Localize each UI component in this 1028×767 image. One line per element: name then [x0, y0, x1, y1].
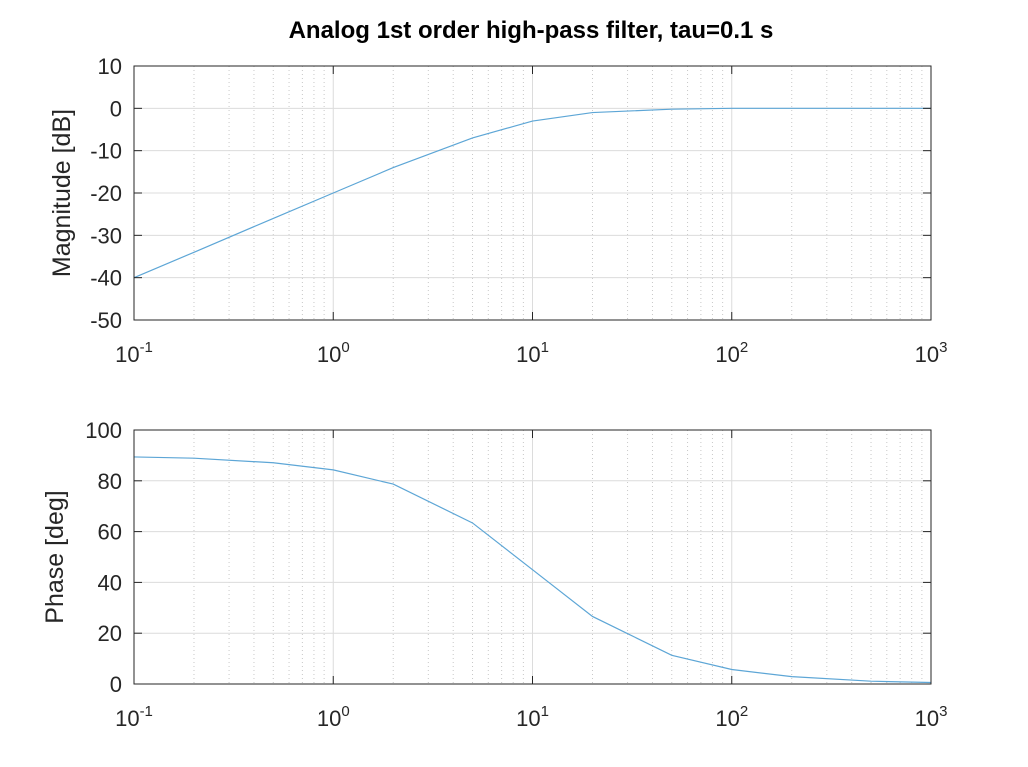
magnitude-y-tick-label: -10 [90, 139, 122, 164]
magnitude-y-tick-label: -30 [90, 223, 122, 248]
magnitude-x-tick-label: 103 [915, 339, 948, 367]
phase-y-tick-label: 100 [85, 418, 122, 443]
magnitude-x-tick-label: 102 [715, 339, 748, 367]
phase-y-tick-label: 20 [98, 621, 122, 646]
phase-y-tick-label: 40 [98, 570, 122, 595]
phase-y-tick-label: 60 [98, 520, 122, 545]
phase-x-tick-label: 101 [516, 703, 549, 731]
chart-title: Analog 1st order high-pass filter, tau=0… [289, 17, 774, 44]
phase-y-tick-label: 80 [98, 469, 122, 494]
magnitude-x-tick-label: 10-1 [115, 339, 153, 367]
phase-y-axis-label: Phase [deg] [41, 490, 69, 623]
phase-y-tick-label: 0 [110, 672, 122, 697]
magnitude-y-tick-label: 0 [110, 96, 122, 121]
phase-axes: 10-1 100 101 102 103 100 80 60 40 20 0 Phase [deg] [41, 418, 947, 731]
phase-x-tick-label: 102 [715, 703, 748, 731]
magnitude-y-axis-label: Magnitude [dB] [48, 109, 76, 277]
magnitude-y-tick-label: -20 [90, 181, 122, 206]
magnitude-x-tick-label: 100 [317, 339, 350, 367]
phase-x-tick-label: 100 [317, 703, 350, 731]
magnitude-series-line [133, 107, 931, 279]
magnitude-axes: 10-1 100 101 102 103100-10-20-30-40-50Magnit… [48, 54, 947, 367]
magnitude-y-tick-label: 10 [98, 54, 122, 79]
phase-series-line [133, 456, 932, 684]
phase-x-tick-label: 10-1 [115, 703, 153, 731]
magnitude-y-tick-label: -40 [90, 266, 122, 291]
phase-x-tick-label: 103 [915, 703, 948, 731]
magnitude-x-tick-label: 101 [516, 339, 549, 367]
magnitude-y-tick-label: -50 [90, 308, 122, 333]
